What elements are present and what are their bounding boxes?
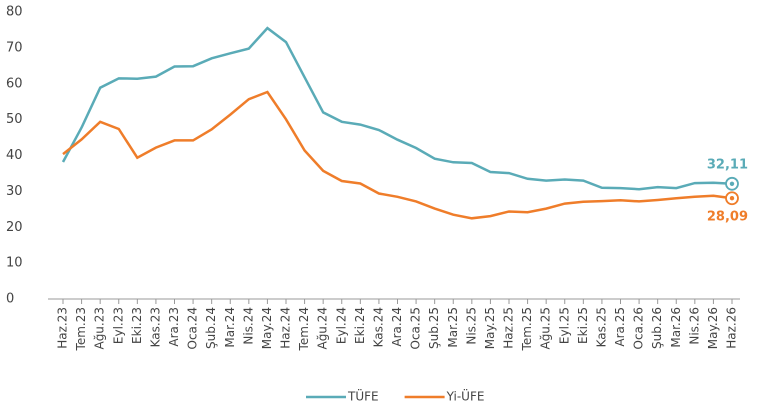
- x-tick-label: Ağu.23: [93, 307, 107, 350]
- x-tick-label: Tem.24: [297, 307, 311, 351]
- value-label: 32,11: [707, 157, 748, 172]
- x-tick-label: May.24: [260, 307, 274, 349]
- y-tick-label: 20: [6, 220, 23, 235]
- y-tick-label: 80: [6, 5, 23, 20]
- y-tick-label: 10: [6, 256, 23, 271]
- y-tick-label: 30: [6, 184, 23, 199]
- legend-label: TÜFE: [347, 388, 379, 404]
- x-tick-label: Ara.24: [390, 307, 404, 347]
- x-tick-label: Şub.25: [427, 307, 441, 349]
- series-line: [61, 26, 733, 191]
- x-tick-label: Ara.23: [167, 307, 181, 347]
- x-tick-label: Tem.25: [520, 307, 534, 351]
- x-tick-label: Eyl.25: [557, 307, 571, 344]
- x-tick-label: Ara.25: [613, 307, 627, 347]
- series-line: [62, 90, 733, 220]
- x-tick-label: Nis.24: [241, 307, 255, 345]
- y-tick-label: 70: [6, 40, 23, 55]
- x-tick-label: Eki.24: [353, 307, 367, 344]
- x-tick-label: Ağu.25: [539, 307, 553, 350]
- x-tick-label: Eyl.24: [334, 307, 348, 344]
- x-tick-label: Şub.24: [204, 307, 218, 349]
- x-tick-label: Ağu.24: [316, 307, 330, 350]
- end-marker-dot: [729, 181, 735, 187]
- x-tick-label: Şub.26: [650, 307, 664, 349]
- end-marker-dot: [729, 196, 735, 201]
- x-tick-label: Haz.25: [502, 307, 516, 349]
- y-tick-label: 40: [6, 148, 23, 163]
- x-tick-label: Kas.25: [594, 307, 608, 347]
- x-tick-label: Tem.23: [74, 307, 88, 351]
- x-tick-label: Oca.26: [632, 307, 646, 349]
- x-tick-label: Eyl.23: [111, 307, 125, 344]
- x-tick-label: May.26: [706, 307, 720, 349]
- x-tick-label: Nis.26: [687, 307, 701, 345]
- value-label: 28,09: [707, 210, 748, 225]
- legend-label: Yi-ÜFE: [446, 388, 485, 404]
- x-tick-label: Kas.24: [371, 307, 385, 347]
- x-tick-label: Haz.26: [725, 307, 739, 349]
- x-tick-label: May.25: [483, 307, 497, 349]
- y-tick-label: 60: [6, 76, 23, 91]
- x-tick-label: Haz.23: [56, 307, 70, 349]
- y-tick-label: 0: [6, 292, 14, 307]
- x-tick-label: Oca.25: [409, 307, 423, 349]
- x-tick-label: Mar.26: [669, 307, 683, 348]
- x-tick-label: Nis.25: [464, 307, 478, 345]
- y-tick-label: 50: [6, 112, 23, 127]
- x-tick-label: Oca.24: [186, 307, 200, 349]
- x-tick-label: Eki.23: [130, 307, 144, 344]
- x-tick-label: Haz.24: [279, 307, 293, 349]
- x-tick-label: Mar.25: [446, 307, 460, 348]
- x-tick-label: Mar.24: [223, 307, 237, 348]
- x-tick-label: Kas.23: [148, 307, 162, 347]
- x-tick-label: Eki.25: [576, 307, 590, 344]
